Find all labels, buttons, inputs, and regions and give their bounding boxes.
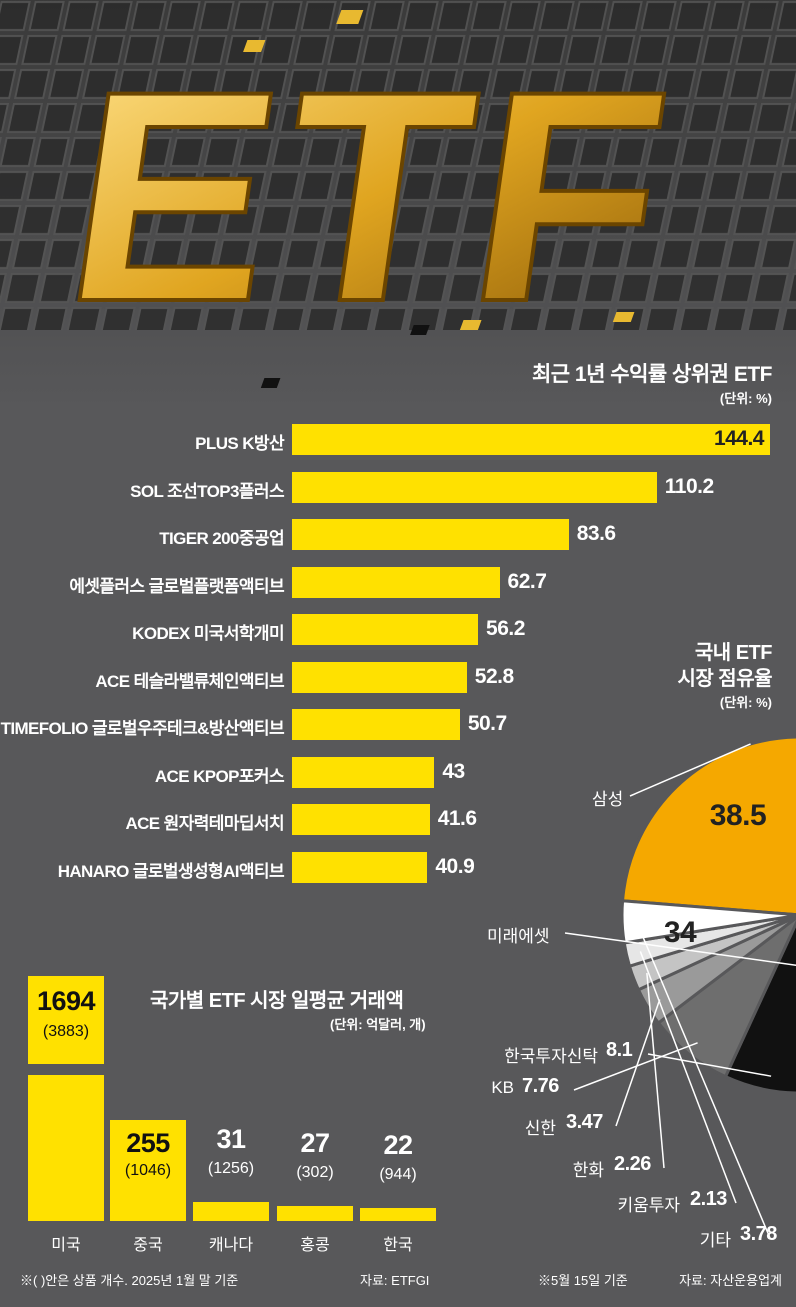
ranking-bar-label: KODEX 미국서학개미 (132, 624, 284, 643)
ranking-bar-label: TIMEFOLIO 글로벌우주테크&방산액티브 (0, 719, 285, 738)
pie-slice-name: KB (491, 1078, 514, 1097)
ranking-bar (292, 519, 569, 550)
dark-cube-decor (410, 325, 430, 335)
leader-line (646, 972, 665, 1169)
pie-slice-name: 신한 (524, 1119, 556, 1138)
ranking-chart-title: 최근 1년 수익률 상위권 ETF (531, 363, 773, 386)
dark-cube-decor (260, 378, 281, 388)
share-chart-unit: (단위: %) (719, 695, 772, 710)
ranking-bar-value: 83.6 (576, 522, 616, 545)
gold-cube-decor (336, 10, 364, 24)
ranking-bar-label: SOL 조선TOP3플러스 (130, 481, 284, 501)
share-chart-title-line1: 국내 ETF (694, 642, 773, 664)
ranking-bar-value: 40.9 (435, 854, 475, 878)
ranking-bar-label: ACE KPOP포커스 (154, 766, 285, 786)
trading-bar (360, 1208, 436, 1221)
trading-bar-value: 27 (300, 1128, 330, 1158)
pie-slice-value: 34 (663, 916, 697, 949)
product-count: (302) (296, 1164, 334, 1181)
trading-chart-title: 국가별 ETF 시장 일평균 거래액 (150, 990, 404, 1012)
trading-bar (277, 1206, 353, 1221)
gold-cube-decor (459, 320, 482, 330)
ranking-bar (292, 471, 657, 503)
product-count: (944) (379, 1166, 417, 1183)
ranking-bar (292, 661, 467, 693)
ranking-bar (292, 709, 460, 740)
ranking-bar (292, 756, 435, 788)
product-count: (1046) (124, 1162, 172, 1179)
leader-line (615, 999, 661, 1127)
pie-slice-value: 2.13 (690, 1188, 727, 1210)
trading-bar-value: 22 (383, 1130, 413, 1160)
etf-hero-lettering: ETF (51, 28, 695, 363)
pie-slice-name: 미래에셋 (487, 927, 550, 946)
ranking-bar-label: TIGER 200중공업 (159, 529, 284, 548)
pie-slice-name: 삼성 (592, 790, 624, 809)
ranking-bar-value: 62.7 (507, 569, 547, 593)
ranking-bar-value: 43 (442, 759, 465, 783)
ranking-bar-value: 144.4 (713, 427, 765, 450)
gold-cube-decor (243, 40, 266, 52)
product-count: (3883) (42, 1023, 90, 1040)
pie-slice-value: 38.5 (709, 799, 767, 832)
trading-chart-source: 자료: ETFGI (360, 1273, 430, 1288)
trading-bar (28, 1075, 104, 1221)
trading-bar (110, 1120, 186, 1221)
category-label: 중국 (133, 1237, 163, 1254)
ranking-bar-value: 41.6 (437, 807, 477, 830)
pie-slice-name: 키움투자 (617, 1196, 680, 1215)
share-chart-source: 자료: 자산운용업계 (679, 1273, 782, 1288)
category-label: 미국 (51, 1237, 81, 1254)
ranking-bar-label: ACE 원자력테마딥서치 (125, 814, 284, 833)
etf-hero-image: ETF (0, 0, 796, 410)
ranking-bar-label: ACE 테슬라밸류체인액티브 (95, 671, 284, 691)
ranking-bar (292, 614, 479, 645)
category-label: 한국 (383, 1237, 413, 1254)
ranking-bar-value: 50.7 (467, 712, 507, 735)
pie-slice-value: 2.26 (614, 1153, 651, 1175)
gold-cube-decor (612, 312, 635, 322)
trading-bar-value: 31 (216, 1124, 246, 1154)
ranking-bar (292, 851, 428, 883)
share-chart-note: ※5월 15일 기준 (538, 1273, 628, 1288)
ranking-bar-label: PLUS K방산 (195, 434, 284, 453)
ranking-bar (292, 804, 430, 835)
leader-line (629, 743, 751, 797)
pie-slice-value: 7.76 (522, 1075, 559, 1097)
ranking-bar-value: 52.8 (474, 664, 514, 688)
pie-slice-value: 8.1 (606, 1039, 633, 1061)
trading-chart-unit: (단위: 억달러, 개) (330, 1017, 426, 1032)
pie-slice-name: 기타 (699, 1231, 731, 1250)
ranking-bar (292, 424, 770, 455)
pie-slice-name: 한국투자신탁 (504, 1047, 598, 1066)
ranking-bar-label: HANARO 글로벌생성형AI액티브 (57, 861, 285, 881)
leader-line (647, 1053, 772, 1077)
ranking-bar-value: 110.2 (664, 474, 714, 498)
category-label: 홍콩 (300, 1237, 330, 1254)
ranking-bar-value: 56.2 (486, 617, 525, 640)
category-label: 캐나다 (208, 1237, 254, 1254)
trading-bar-value: 255 (126, 1128, 170, 1158)
pie-slice-value: 3.47 (566, 1111, 603, 1133)
pie-slice-value: 3.78 (740, 1223, 777, 1245)
ranking-bar (292, 566, 500, 598)
ranking-chart-unit: (단위: %) (719, 391, 772, 406)
trading-bar (193, 1202, 269, 1221)
value-label-box (28, 976, 104, 1064)
product-count: (1256) (207, 1160, 255, 1177)
trading-bar-value: 1694 (36, 986, 96, 1016)
ranking-bar-label: 에셋플러스 글로벌플랫폼액티브 (69, 576, 284, 596)
leader-line (639, 951, 737, 1204)
share-chart-title-line2: 시장 점유율 (677, 668, 772, 690)
trading-chart-note: ※( )안은 상품 개수. 2025년 1월 말 기준 (20, 1273, 239, 1288)
pie-slice-name: 한화 (572, 1161, 604, 1180)
pie-slice (723, 920, 796, 1095)
